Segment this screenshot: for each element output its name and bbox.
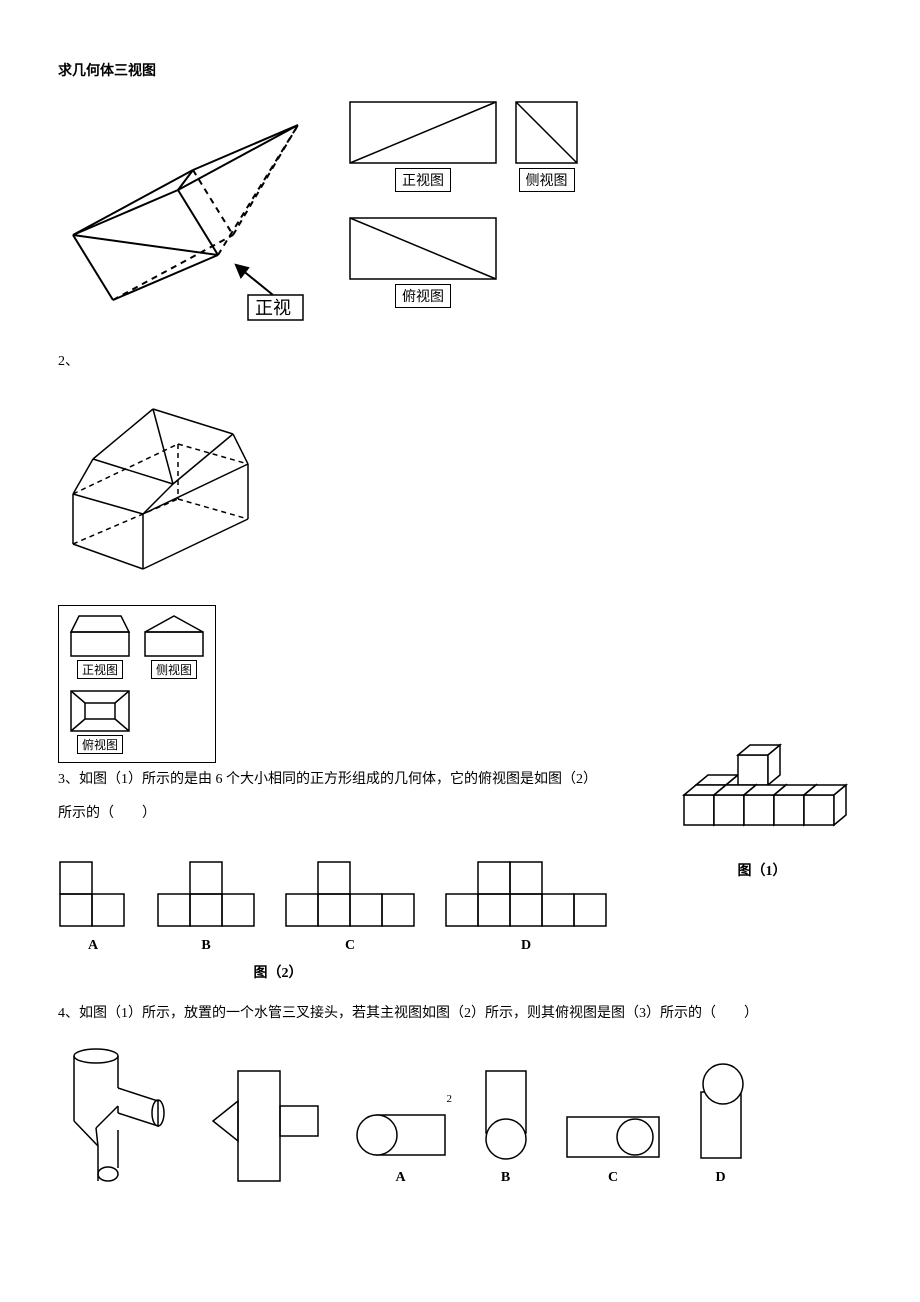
p4-opt-a-label: A — [395, 1170, 405, 1186]
p3-opt-b-label: B — [201, 938, 210, 954]
p3-figure-1: 图（1） — [672, 743, 852, 880]
page-number: 2 — [447, 1093, 453, 1105]
p2-num: 2、 — [58, 350, 862, 370]
p1-front-label: 正视图 — [395, 168, 451, 192]
problem-1: 正视 正视图 侧视图 — [58, 100, 862, 330]
problem-2 — [58, 384, 862, 589]
p1-top-label: 俯视图 — [395, 284, 451, 308]
p1-main-label: 正视 — [255, 298, 291, 318]
p1-side-view: 侧视图 — [514, 100, 579, 192]
p4-option-c: C — [563, 1112, 663, 1186]
p3-option-c: C — [284, 860, 416, 954]
problem-3: 3、如图（1）所示的是由 6 个大小相同的正方形组成的几何体，它的俯视图是如图（… — [58, 763, 862, 982]
p4-option-b: B — [478, 1067, 533, 1186]
p2-top-label: 俯视图 — [77, 735, 123, 754]
p2-front-view: 正视图 — [69, 614, 131, 679]
p4-opt-c-label: C — [608, 1170, 618, 1186]
p3-text: 3、如图（1）所示的是由 6 个大小相同的正方形组成的几何体，它的俯视图是如图（… — [58, 763, 608, 830]
p2-top-view: 俯视图 — [69, 689, 131, 754]
p2-side-label: 侧视图 — [151, 660, 197, 679]
p1-solid: 正视 — [58, 100, 308, 330]
p3-opt-c-label: C — [345, 938, 355, 954]
p3-fig1-label: 图（1） — [672, 860, 852, 880]
p3-fig2-label: 图（2） — [58, 962, 498, 982]
p3-opt-a-label: A — [88, 938, 98, 954]
p4-opt-b-label: B — [501, 1170, 510, 1186]
p1-views: 正视图 侧视图 俯视图 — [348, 100, 579, 330]
p3-option-d: D — [444, 860, 608, 954]
p4-option-d: D — [693, 1062, 748, 1186]
p1-top-view: 俯视图 — [348, 216, 498, 308]
p1-side-label: 侧视图 — [519, 168, 575, 192]
page-title: 求几何体三视图 — [58, 60, 862, 80]
p3-option-a: A — [58, 860, 128, 954]
p3-option-b: B — [156, 860, 256, 954]
p4-figure-2 — [208, 1066, 323, 1186]
p4-options: 2 A B C D — [58, 1046, 862, 1186]
p2-solid — [58, 384, 258, 584]
p4-option-a: 2 A — [353, 1107, 448, 1186]
p3-opt-d-label: D — [521, 938, 531, 954]
p1-front-view: 正视图 — [348, 100, 498, 192]
p4-figure-1 — [58, 1046, 178, 1186]
p2-front-label: 正视图 — [77, 660, 123, 679]
p2-side-view: 侧视图 — [143, 614, 205, 679]
p2-views: 正视图 侧视图 俯视图 — [58, 605, 216, 763]
p4-text: 4、如图（1）所示，放置的一个水管三叉接头，若其主视图如图（2）所示，则其俯视图… — [58, 1000, 862, 1028]
p4-opt-d-label: D — [715, 1170, 725, 1186]
